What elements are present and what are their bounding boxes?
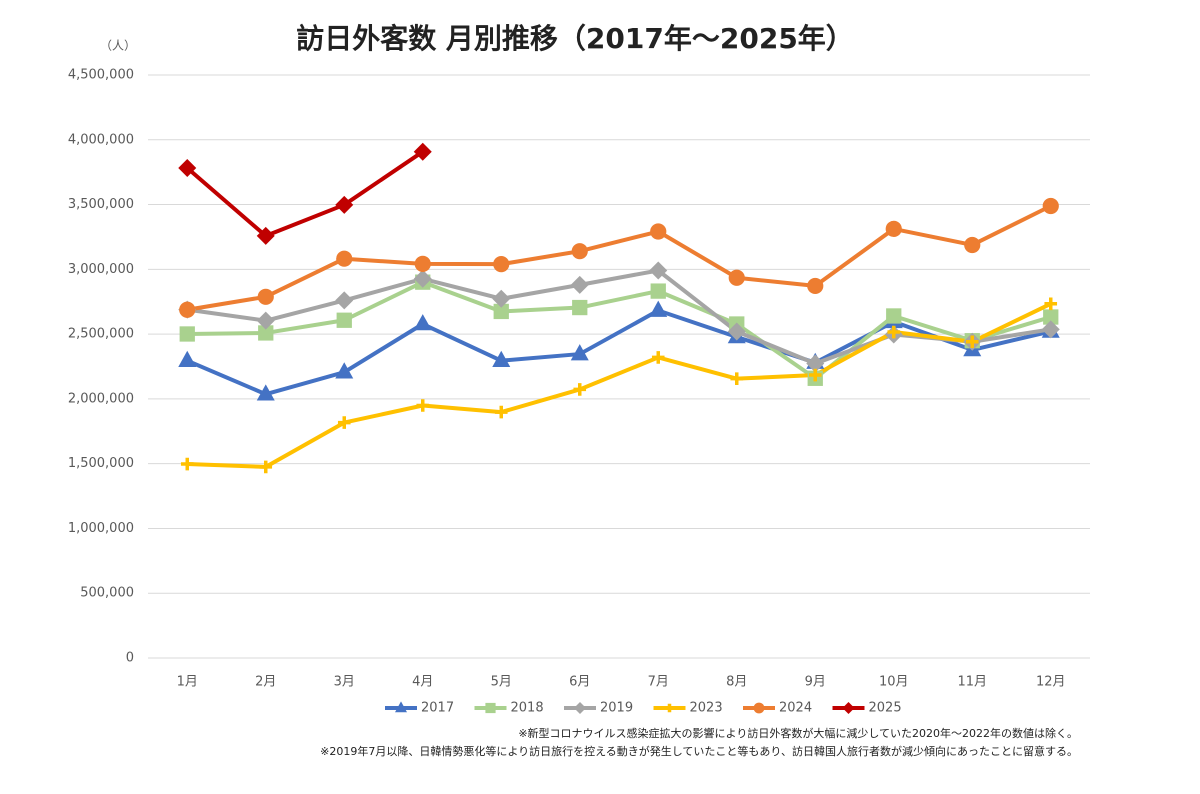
- marker: [570, 344, 589, 361]
- marker: [1043, 309, 1059, 325]
- marker: [1041, 320, 1060, 339]
- legend-label: 2019: [600, 701, 633, 716]
- marker: [336, 250, 353, 267]
- line: [187, 301, 1052, 469]
- marker: [730, 372, 744, 385]
- legend-label: 2017: [421, 701, 454, 716]
- marker: [965, 335, 979, 349]
- marker: [179, 326, 195, 342]
- x-tick-label: 1月: [177, 675, 198, 690]
- x-tick-label: 7月: [648, 675, 669, 690]
- marker: [570, 275, 589, 294]
- marker: [413, 314, 432, 331]
- x-tick-label: 8月: [726, 675, 747, 690]
- marker: [572, 299, 588, 316]
- y-tick-label: 3,500,000: [68, 197, 134, 212]
- marker: [1042, 197, 1059, 215]
- line: [185, 150, 424, 238]
- marker: [651, 351, 665, 364]
- marker: [178, 159, 197, 178]
- marker: [180, 457, 194, 471]
- y-tick-label: 1,500,000: [68, 456, 134, 471]
- marker: [574, 702, 586, 714]
- marker: [886, 308, 902, 324]
- marker: [665, 703, 674, 713]
- marker: [808, 368, 822, 382]
- line: [186, 308, 1052, 397]
- marker: [573, 383, 587, 396]
- line: [187, 280, 1052, 381]
- marker: [336, 312, 352, 328]
- x-tick-label: 12月: [1036, 675, 1066, 690]
- x-tick-label: 6月: [569, 675, 590, 690]
- marker: [728, 269, 745, 286]
- line: [186, 268, 1052, 366]
- marker: [179, 301, 196, 318]
- marker: [649, 300, 668, 317]
- chart-title: 訪日外客数 月別推移（2017年～2025年）: [296, 22, 854, 55]
- marker: [493, 303, 509, 320]
- marker: [807, 277, 824, 295]
- marker: [492, 289, 511, 308]
- y-tick-label: 4,500,000: [68, 68, 134, 83]
- marker: [571, 243, 588, 260]
- marker: [650, 283, 666, 299]
- marker: [413, 142, 432, 161]
- marker: [494, 405, 508, 419]
- x-tick-label: 2月: [255, 675, 276, 690]
- y-tick-label: 0: [126, 651, 134, 666]
- marker: [493, 256, 510, 273]
- marker: [178, 350, 197, 367]
- marker: [649, 261, 668, 280]
- marker: [256, 311, 275, 330]
- legend-label: 2023: [690, 701, 723, 716]
- x-tick-label: 4月: [412, 675, 433, 690]
- marker: [256, 226, 275, 245]
- marker: [964, 236, 981, 254]
- note: ※新型コロナウイルス感染症拡大の影響により訪日外客数が大幅に減少していた2020…: [518, 726, 1078, 740]
- marker: [335, 362, 354, 379]
- marker: [806, 354, 825, 373]
- marker: [842, 702, 855, 714]
- legend-label: 2018: [511, 701, 544, 716]
- x-tick-label: 3月: [334, 675, 355, 690]
- marker: [414, 255, 431, 272]
- marker: [727, 322, 746, 341]
- marker: [485, 702, 496, 714]
- legend-label: 2024: [779, 701, 812, 716]
- marker: [335, 291, 354, 310]
- line: [186, 204, 1052, 312]
- y-tick-label: 1,000,000: [68, 521, 134, 536]
- marker: [753, 702, 765, 714]
- marker: [335, 195, 354, 214]
- y-tick-label: 3,000,000: [68, 262, 134, 277]
- marker: [887, 325, 901, 339]
- x-tick-label: 5月: [491, 675, 512, 690]
- x-tick-label: 9月: [805, 675, 826, 690]
- marker: [885, 220, 902, 238]
- x-tick-label: 11月: [957, 675, 987, 690]
- x-tick-label: 10月: [879, 675, 909, 690]
- y-tick-label: 500,000: [80, 586, 134, 601]
- marker: [1044, 297, 1058, 311]
- y-unit: （人）: [100, 39, 136, 53]
- y-tick-label: 2,000,000: [68, 391, 134, 406]
- marker: [337, 416, 351, 429]
- marker: [259, 460, 273, 474]
- y-tick-label: 2,500,000: [68, 327, 134, 342]
- note: ※2019年7月以降、日韓情勢悪化等により訪日旅行を控える動きが発生していたこと…: [320, 744, 1078, 758]
- marker: [413, 269, 432, 288]
- marker: [258, 325, 274, 341]
- marker: [492, 350, 511, 367]
- marker: [395, 701, 407, 713]
- marker: [256, 384, 275, 401]
- legend-label: 2025: [869, 701, 902, 716]
- marker: [257, 288, 274, 305]
- marker: [650, 223, 667, 240]
- marker: [416, 399, 430, 412]
- y-tick-label: 4,000,000: [68, 132, 134, 147]
